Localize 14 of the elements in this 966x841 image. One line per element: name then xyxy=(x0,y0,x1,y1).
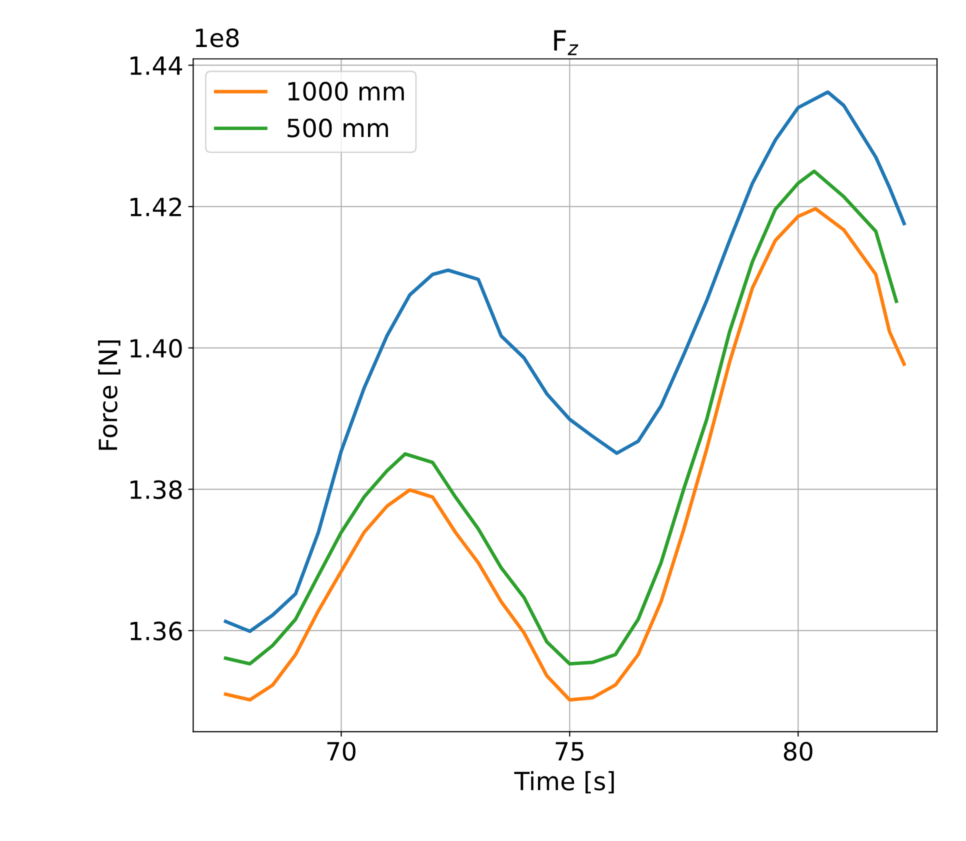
y-tick-label: 1.36 xyxy=(130,622,182,640)
x-tick-label: 80 xyxy=(784,742,812,761)
chart-title: F$_{z}$ xyxy=(554,30,578,56)
text: 1e8 xyxy=(196,28,239,48)
y-tick-label: 1.42 xyxy=(130,198,181,216)
y-tick-label: 1.40 xyxy=(130,338,182,358)
y-axis-title: Force [N] xyxy=(98,340,120,450)
legend-label: 500 mm xyxy=(288,118,388,138)
x-axis-title: Time [s] xyxy=(514,771,614,794)
x-tick-label: 70 xyxy=(327,742,356,761)
y-tick-label: 1.38 xyxy=(130,480,182,500)
legend-label: 1000 mm xyxy=(288,82,404,101)
y-tick-label: 1.44 xyxy=(130,56,182,75)
x-tick-label: 75 xyxy=(556,742,584,761)
